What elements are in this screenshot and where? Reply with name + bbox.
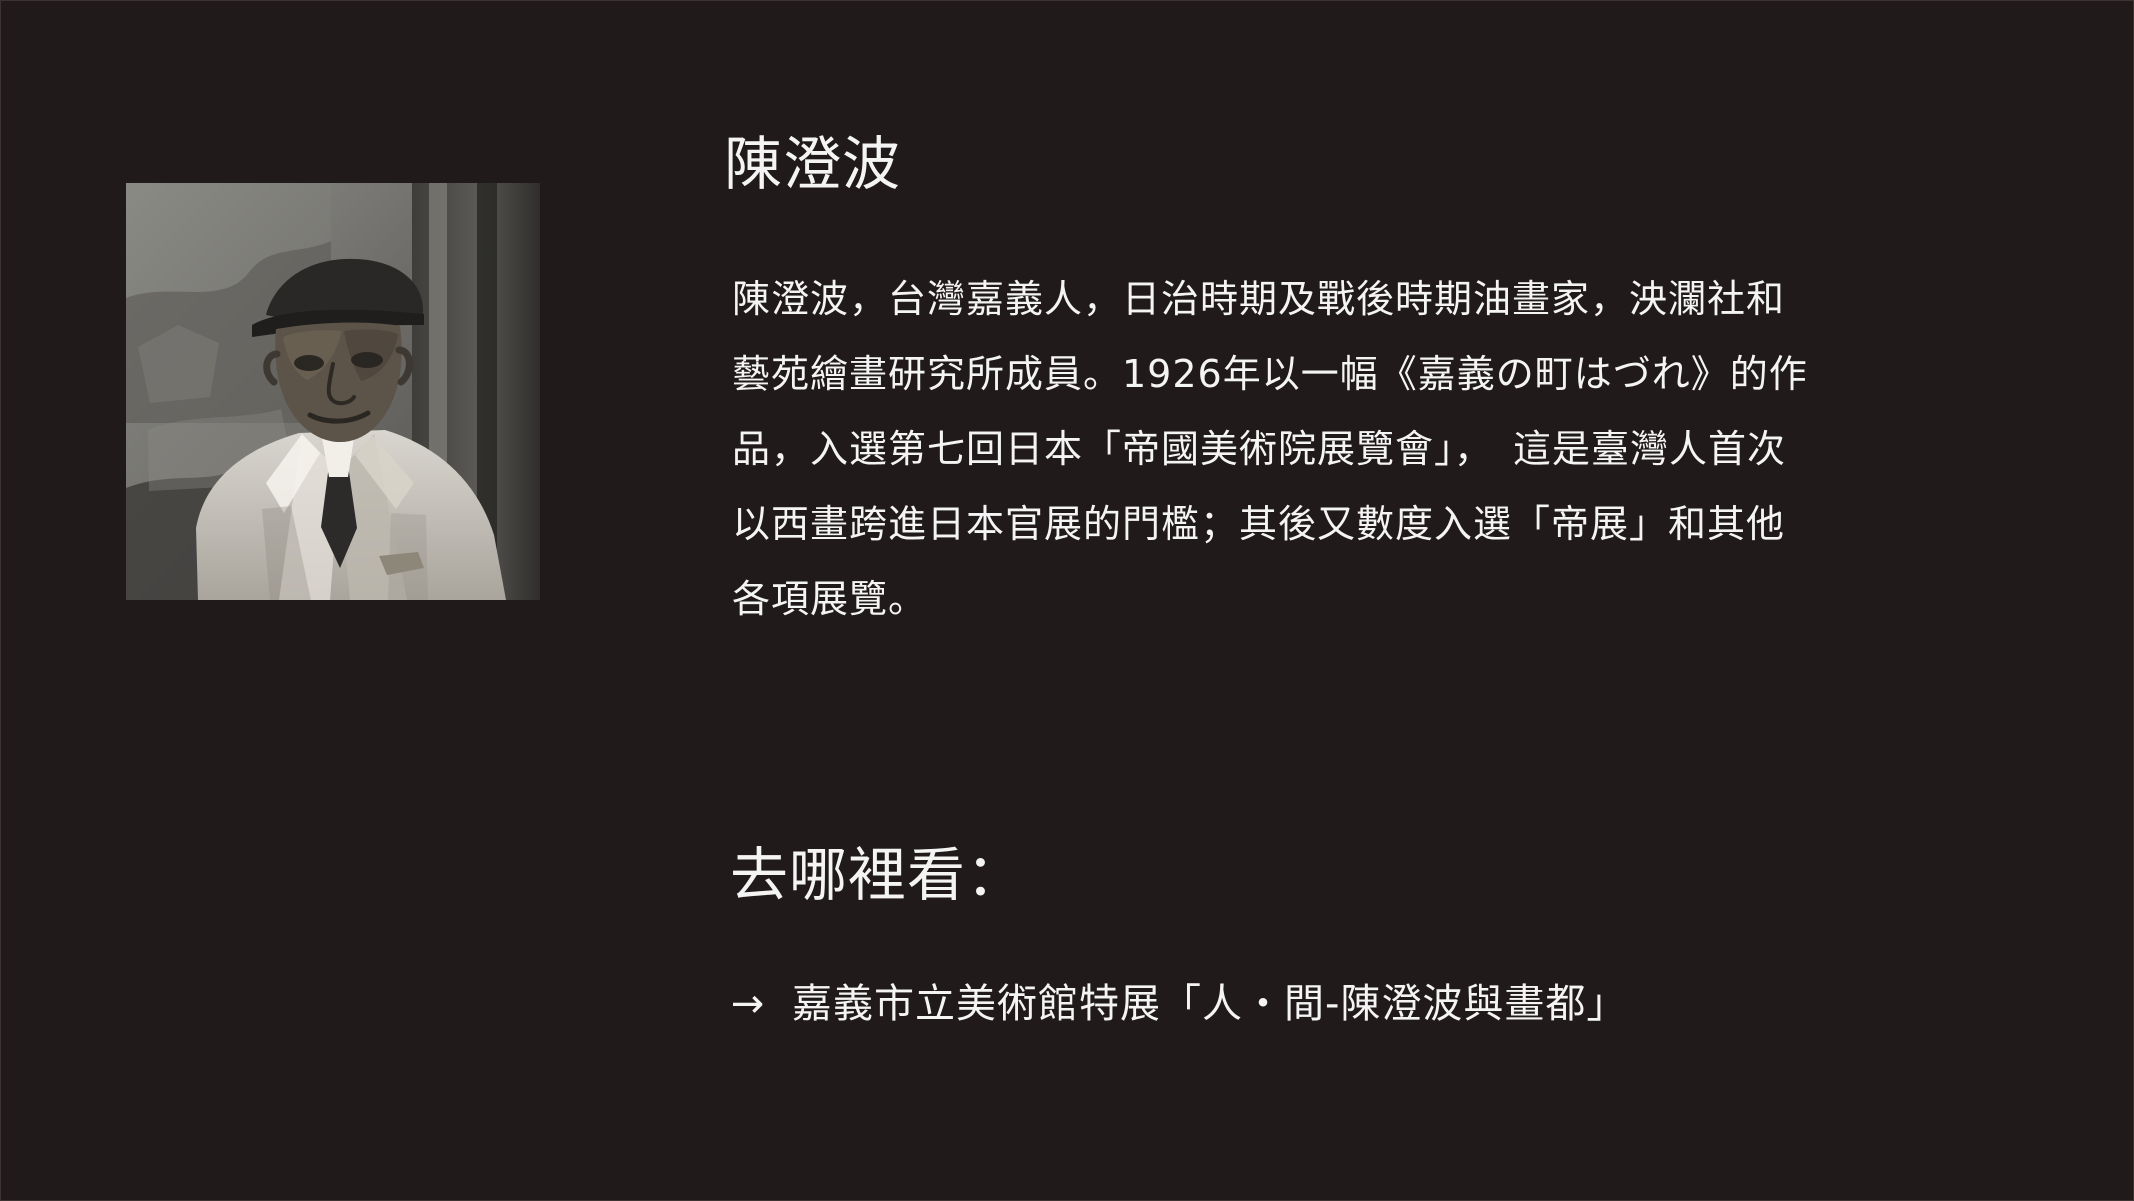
venue-row: → 嘉義市立美術館特展「人・間-陳澄波與畫都」 (724, 974, 1627, 1034)
where-to-see-heading: 去哪裡看： (730, 841, 1026, 909)
right-arrow-icon: → (730, 981, 766, 1027)
venue-name: 嘉義市立美術館特展「人・間-陳澄波與畫都」 (792, 981, 1628, 1027)
artist-portrait (126, 183, 540, 600)
artist-bio: 陳澄波，台灣嘉義人，日治時期及戰後時期油畫家，泱瀾社和藝苑繪畫研究所成員。192… (732, 277, 1808, 621)
artist-name: 陳澄波 (724, 130, 902, 198)
